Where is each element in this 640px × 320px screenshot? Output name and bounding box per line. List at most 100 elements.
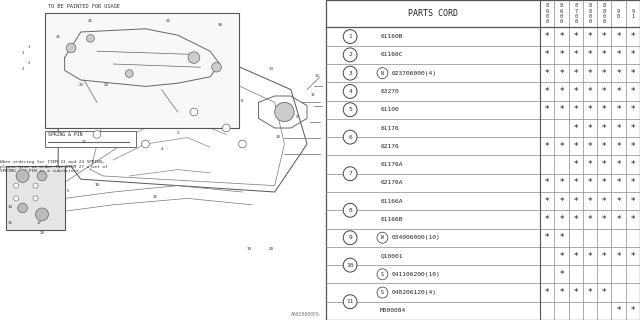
Text: 8
7
0
0: 8 7 0 0 [574,3,577,24]
Circle shape [275,102,294,122]
Text: *: * [588,69,593,78]
Bar [45,131,136,147]
Text: *: * [559,288,564,297]
Text: *: * [602,105,607,114]
Text: *: * [616,142,621,151]
Text: *: * [616,306,621,315]
Text: 11: 11 [346,299,354,304]
Circle shape [343,103,357,117]
Text: 24: 24 [104,84,109,87]
Text: *: * [559,50,564,59]
Text: 19: 19 [246,247,252,251]
Text: 2: 2 [348,52,352,57]
Text: *: * [602,32,607,41]
Text: 62176: 62176 [380,144,399,149]
Text: *: * [630,252,635,260]
Text: *: * [573,178,578,187]
Text: *: * [559,87,564,96]
Text: TO BE PAINTED FOR USAGE: TO BE PAINTED FOR USAGE [49,4,120,9]
Text: *: * [588,252,593,260]
Text: *: * [616,87,621,96]
Text: *: * [588,178,593,187]
Circle shape [190,108,198,116]
Text: 023706000(4): 023706000(4) [391,71,436,76]
Text: 9
1: 9 1 [631,9,634,19]
Text: *: * [588,50,593,59]
Text: A602000055: A602000055 [291,312,320,317]
Text: 27: 27 [81,140,86,144]
Text: 7: 7 [348,171,352,176]
Text: *: * [602,142,607,151]
Text: *: * [573,142,578,151]
Text: 12: 12 [314,74,319,78]
Circle shape [67,43,76,53]
Text: 25: 25 [56,36,61,39]
Text: N: N [381,71,384,76]
Text: *: * [559,142,564,151]
Text: *: * [545,288,550,297]
Text: 17: 17 [36,221,42,225]
Text: *: * [630,32,635,41]
Text: *: * [630,50,635,59]
Text: *: * [573,197,578,206]
Circle shape [13,183,19,188]
Text: 1: 1 [348,34,352,39]
Bar [6,166,65,230]
Text: *: * [559,197,564,206]
Text: *: * [630,87,635,96]
Text: 23: 23 [78,84,83,87]
Text: *: * [559,233,564,242]
Text: *: * [573,288,578,297]
Circle shape [377,287,388,298]
Text: 1: 1 [28,45,30,49]
Text: *: * [573,69,578,78]
Text: 10: 10 [346,263,354,268]
Text: *: * [630,215,635,224]
Circle shape [18,203,28,213]
Text: SPRING & PIN: SPRING & PIN [49,132,83,137]
Circle shape [188,52,200,63]
Text: *: * [559,69,564,78]
Text: *: * [602,160,607,169]
Text: 62176A: 62176A [380,180,403,185]
Text: *: * [616,69,621,78]
Circle shape [212,62,221,72]
Text: *: * [573,32,578,41]
Text: *: * [545,105,550,114]
Circle shape [36,208,49,221]
Text: *: * [559,178,564,187]
Circle shape [125,70,133,77]
Circle shape [37,171,47,181]
Text: *: * [545,178,550,187]
Circle shape [222,124,230,132]
Text: 61166B: 61166B [380,217,403,222]
Text: *: * [616,124,621,132]
Text: 8: 8 [348,208,352,213]
Text: *: * [616,50,621,59]
Text: *: * [573,160,578,169]
Text: *: * [602,69,607,78]
Text: 9
0: 9 0 [617,9,620,19]
Text: *: * [545,69,550,78]
Text: *: * [630,160,635,169]
Circle shape [343,84,357,98]
Text: 61160B: 61160B [380,34,403,39]
Text: 63270: 63270 [380,89,399,94]
Text: 9: 9 [348,235,352,240]
Text: *: * [630,69,635,78]
Text: 2: 2 [21,68,24,71]
Circle shape [86,35,94,42]
Text: *: * [630,197,635,206]
Text: *: * [630,105,635,114]
Text: 5: 5 [67,189,69,193]
Text: 22: 22 [166,20,171,23]
Text: 11: 11 [311,93,316,97]
Text: *: * [588,160,593,169]
Text: S: S [381,272,384,277]
Text: *: * [573,105,578,114]
Text: 3: 3 [177,132,179,135]
Circle shape [93,131,101,138]
Text: *: * [545,32,550,41]
Text: *: * [616,105,621,114]
Text: 040206120(4): 040206120(4) [391,290,436,295]
